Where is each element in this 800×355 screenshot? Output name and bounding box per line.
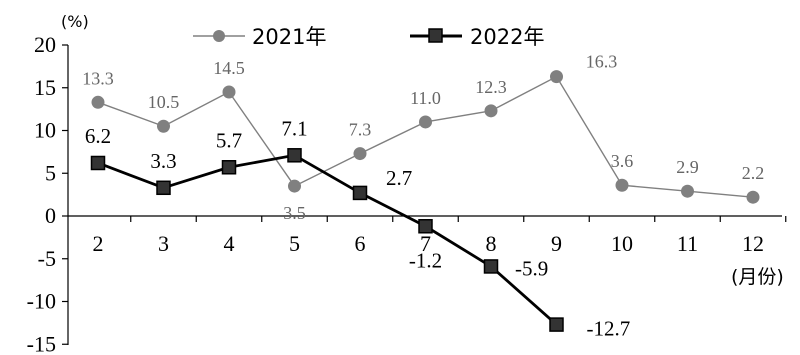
- x-tick-label: 7: [420, 231, 431, 256]
- point-2022: [483, 259, 499, 274]
- point-2021: [550, 70, 563, 84]
- point-2021: [484, 104, 498, 118]
- x-tick-label: 2: [93, 231, 104, 256]
- point-2022: [156, 180, 171, 196]
- data-label-2021: 3.6: [611, 151, 634, 171]
- point-2021: [615, 178, 629, 192]
- x-axis-unit: (月份): [731, 266, 784, 288]
- x-tick-label: 3: [158, 231, 169, 256]
- data-label-2021: 3.5: [283, 203, 306, 223]
- y-tick-label: 5: [45, 160, 56, 185]
- legend-label-2021: 2021年: [252, 25, 326, 49]
- data-label-2021: 2.9: [676, 157, 699, 177]
- point-2021: [353, 147, 367, 161]
- point-2022: [90, 155, 106, 171]
- data-label-2021: 13.3: [82, 68, 114, 88]
- y-ticks: 20 15 10 5 0 -5 -10 -15: [27, 32, 68, 355]
- data-label-2022: -1.2: [409, 248, 442, 272]
- x-tick-label: 4: [224, 231, 235, 256]
- data-label-2022: 6.2: [85, 124, 111, 148]
- series-2022: [90, 148, 564, 332]
- data-label-2022: -12.7: [587, 317, 631, 341]
- y-axis-unit: (%): [61, 12, 89, 31]
- x-tick-label: 8: [486, 231, 497, 256]
- legend: 2021年 2022年: [193, 25, 544, 49]
- y-tick-label: 15: [34, 75, 56, 100]
- data-label-2022: 5.7: [216, 128, 242, 152]
- chart-axes: [67, 45, 782, 345]
- data-label-2022: 7.1: [281, 116, 307, 140]
- data-label-2021: 10.5: [148, 92, 180, 112]
- data-label-2021: 2.2: [742, 163, 765, 183]
- point-2022: [287, 148, 302, 163]
- legend-item-2022: 2022年: [410, 25, 544, 49]
- y-tick-label: 0: [45, 203, 56, 228]
- series-2021: [91, 70, 760, 204]
- data-label-2021: 14.5: [213, 58, 245, 78]
- point-2021: [222, 85, 236, 99]
- data-label-2021: 16.3: [586, 52, 618, 72]
- point-2021: [91, 95, 105, 109]
- point-2021: [157, 119, 170, 133]
- y-tick-label: -10: [27, 289, 56, 314]
- legend-item-2021: 2021年: [193, 25, 326, 49]
- data-labels-2022: 6.2 3.3 5.7 7.1 2.7 -1.2 -5.9 -12.7: [85, 116, 630, 340]
- point-2021: [288, 179, 301, 193]
- data-label-2022: 3.3: [150, 149, 176, 173]
- point-2021: [746, 190, 760, 204]
- data-label-2021: 11.0: [410, 88, 441, 108]
- y-tick-label: 10: [34, 118, 56, 143]
- point-2021: [681, 184, 694, 198]
- x-tick-label: 9: [551, 231, 562, 256]
- legend-marker-2021: [213, 30, 225, 42]
- x-tick-label: 11: [677, 231, 698, 256]
- data-labels-2021: 13.3 10.5 14.5 3.5 7.3 11.0 12.3 16.3 3.6 2.9 2.2: [82, 52, 764, 223]
- data-label-2022: 2.7: [386, 166, 412, 190]
- x-ticks: 2 3 4 5 6 7 8 9 10 11 12: [93, 216, 787, 256]
- y-tick-label: -15: [27, 331, 56, 355]
- point-2022: [221, 160, 237, 175]
- point-2021: [419, 115, 432, 129]
- x-tick-label: 6: [355, 231, 366, 256]
- point-2022: [418, 219, 433, 234]
- y-tick-label: -5: [38, 246, 56, 271]
- x-tick-label: 10: [611, 231, 633, 256]
- data-label-2021: 7.3: [349, 120, 372, 140]
- x-tick-label: 12: [742, 231, 764, 256]
- y-tick-label: 20: [34, 32, 56, 57]
- point-2022: [549, 317, 564, 332]
- data-label-2021: 12.3: [475, 77, 507, 97]
- point-2022: [352, 185, 368, 201]
- legend-label-2022: 2022年: [470, 25, 544, 49]
- data-label-2022: -5.9: [515, 256, 548, 280]
- legend-marker-2022: [428, 28, 443, 43]
- x-tick-label: 5: [289, 231, 300, 256]
- line-2022: [97, 153, 558, 326]
